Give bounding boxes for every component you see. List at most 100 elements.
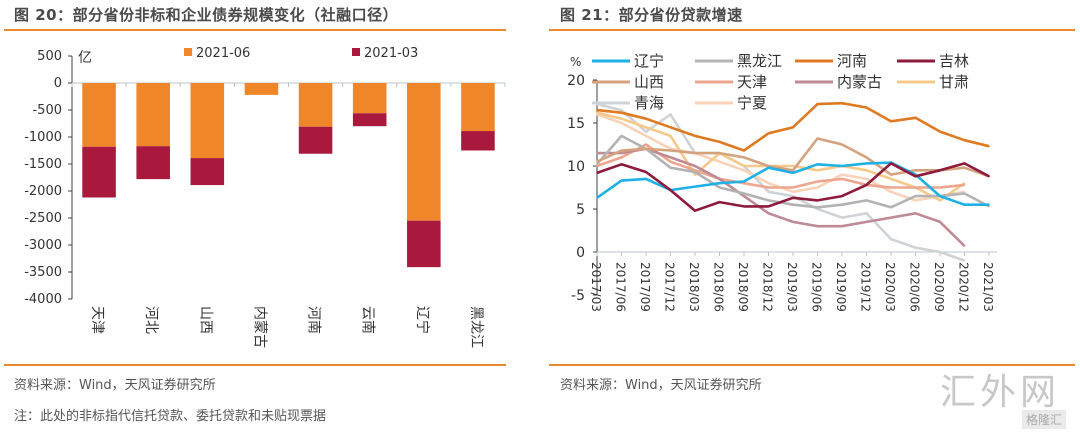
point-宁夏 [841,173,843,176]
point-内蒙古 [743,195,745,197]
point-辽宁 [939,195,941,197]
x-tick-label: 2020/12 [957,262,971,312]
point-山西 [816,137,819,140]
point-内蒙古 [865,221,868,223]
point-黑龙江 [792,203,794,206]
y-tick-label: -500 [32,103,62,118]
point-青海 [939,251,941,253]
right-figure-title: 图 21：部分省份贷款增速 [560,6,743,24]
point-河南 [669,126,672,129]
y-tick-label: 20 [567,73,585,89]
point-宁夏 [816,186,819,189]
point-山西 [596,160,598,163]
point-河南 [865,106,868,109]
point-山西 [694,152,696,154]
bar-2021-06-河北 [136,83,170,147]
x-tick-label: 2018/09 [736,262,750,312]
point-宁夏 [718,160,721,163]
point-内蒙古 [816,225,819,227]
point-辽宁 [767,166,770,169]
point-甘肃 [792,165,794,167]
point-黑龙江 [620,135,623,137]
point-黑龙江 [890,206,892,209]
point-黑龙江 [865,199,868,202]
point-辽宁 [988,203,990,206]
bar-2021-03-天津 [82,146,116,198]
y-tick-label: -2000 [24,184,62,199]
bar-2021-03-河南 [298,126,333,154]
x-tick-label: 2021/03 [981,262,995,312]
bar-2021-06-内蒙古 [244,83,279,95]
point-天津 [914,186,917,189]
point-吉林 [792,197,794,199]
point-河南 [694,135,696,137]
line-chart: 20 15 10 5 0 -5% 2017/03 2017/06 2017/09 2017/12 2… [567,52,997,312]
point-吉林 [963,162,966,165]
point-甘肃 [939,199,941,202]
point-黑龙江 [816,206,819,209]
y-tick-label: -5 [571,288,585,304]
point-黑龙江 [596,163,598,166]
point-吉林 [914,175,917,178]
right-title-rule [549,29,1075,31]
x-tick-label: 2020/09 [932,262,946,312]
point-吉林 [743,205,745,208]
point-天津 [645,143,647,146]
point-天津 [620,156,623,159]
bar-chart: 500 0 -500 -1000 -1500 -2000 -2500 -3000 -3500 -4… [24,46,506,348]
legend-label: 青海 [634,94,664,112]
bar-2021-06-辽宁 [407,83,441,221]
legend-label: 内蒙古 [837,73,882,91]
point-吉林 [620,163,623,166]
point-山西 [865,156,868,159]
point-河南 [743,149,745,152]
y-axis-unit: 亿 [78,50,92,66]
point-黑龙江 [963,192,966,195]
x-tick-label: 2019/12 [859,262,873,312]
bar-2021-06-天津 [82,83,116,147]
point-天津 [792,186,794,189]
point-山西 [620,149,623,152]
point-天津 [816,180,819,183]
point-青海 [816,208,819,210]
point-青海 [645,130,647,133]
point-内蒙古 [841,225,843,227]
point-辽宁 [645,178,647,180]
point-青海 [767,191,770,193]
point-天津 [963,184,966,186]
point-天津 [939,186,941,189]
point-天津 [890,186,892,189]
point-山西 [792,169,794,172]
point-内蒙古 [620,152,623,154]
x-tick-label: 2019/03 [785,262,799,312]
point-内蒙古 [890,216,892,219]
point-内蒙古 [963,245,966,247]
point-宁夏 [620,122,623,124]
legend-label: 河南 [837,52,867,70]
point-天津 [669,160,672,163]
point-天津 [596,165,598,167]
point-青海 [914,246,917,249]
point-河南 [841,102,843,105]
point-内蒙古 [718,178,721,180]
point-山西 [718,152,721,154]
point-山西 [767,165,770,167]
point-黑龙江 [988,205,990,208]
x-tick-label: 2020/06 [908,262,922,312]
bar-2021-06-河南 [298,83,333,127]
point-山西 [743,156,745,159]
bar-2021-06-山西 [190,83,225,159]
point-青海 [963,259,966,262]
point-辽宁 [718,182,721,184]
point-黑龙江 [914,195,917,197]
point-黑龙江 [718,186,721,189]
point-辽宁 [620,179,623,182]
legend-label: 甘肃 [939,73,969,91]
point-青海 [865,212,868,215]
right-footer-rule [549,364,1075,366]
point-河南 [718,141,721,143]
point-天津 [841,178,843,180]
point-黑龙江 [743,192,745,195]
x-tick-label: 2018/12 [761,262,775,312]
x-tick-label: 2020/03 [883,262,897,312]
